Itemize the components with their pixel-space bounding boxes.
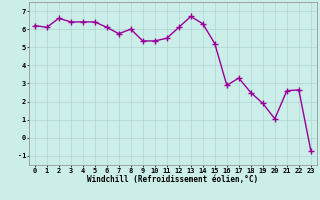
X-axis label: Windchill (Refroidissement éolien,°C): Windchill (Refroidissement éolien,°C) — [87, 175, 258, 184]
